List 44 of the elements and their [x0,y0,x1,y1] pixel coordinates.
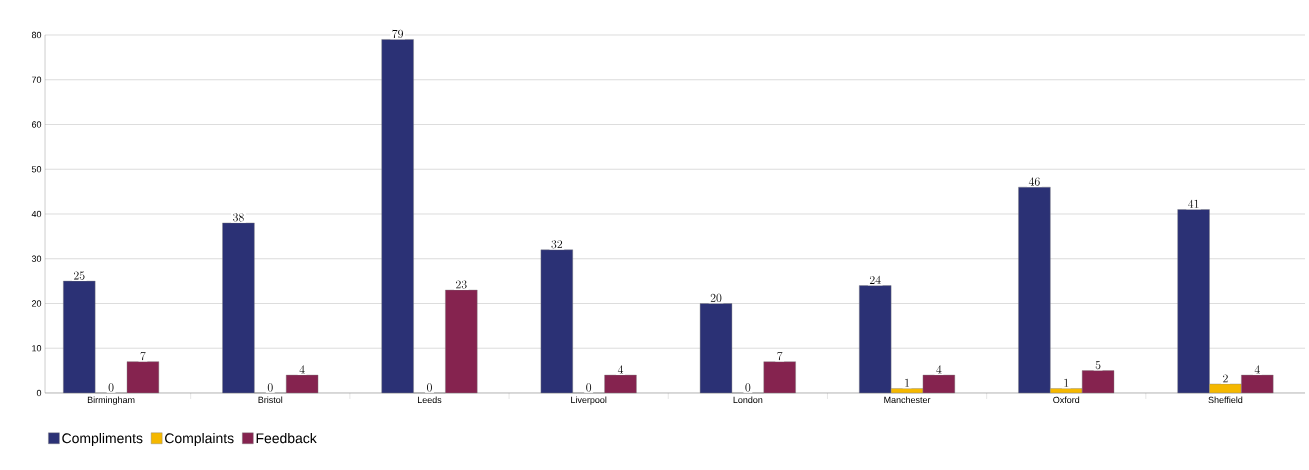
legend-label: Compliments [62,432,143,446]
data-label: 20 [710,293,722,303]
data-label: 7 [777,351,783,361]
x-tick-label: Liverpool [571,396,607,405]
y-tick-label: 70 [31,76,42,83]
x-tick-label: Bristol [258,396,283,404]
x-tick-label: Sheffield [1208,396,1243,404]
x-tick-label: Manchester [884,396,931,404]
data-label: 1 [1064,378,1069,387]
data-label: 38 [233,213,244,222]
data-label: 46 [1028,177,1040,186]
y-tick-label: 20 [31,300,42,307]
data-label: 1 [905,378,910,387]
y-tick-label: 80 [31,31,42,39]
x-tick-label: Oxford [1053,396,1080,404]
data-label: 0 [267,383,273,392]
legend-label: Complaints [165,432,234,446]
data-label: 4 [1254,365,1260,374]
data-label: 24 [869,275,881,284]
data-label: 25 [73,271,85,280]
x-tick-label: Leeds [417,396,442,404]
data-label: 2 [1223,374,1228,383]
data-label: 4 [617,365,624,374]
y-tick-label: 30 [31,255,42,262]
data-label: 0 [108,383,114,392]
data-label: 79 [392,29,403,39]
data-label: 0 [586,383,592,392]
data-label: 5 [1095,360,1101,370]
y-tick-label: 50 [31,166,42,173]
x-tick-label: Birmingham [87,396,135,405]
y-tick-label: 40 [31,210,42,218]
data-label: 0 [745,383,751,392]
legend-label: Feedback [256,432,317,444]
data-label: 0 [427,383,432,392]
data-label: 4 [299,365,305,374]
data-label: 7 [140,351,146,361]
y-tick-label: 0 [36,389,42,397]
data-label: 23 [456,280,467,289]
data-label: 41 [1188,199,1199,208]
y-tick-label: 60 [31,121,42,128]
y-tick-label: 10 [32,345,42,352]
data-label: 32 [551,240,563,249]
x-tick-label: London [733,396,763,404]
data-label: 4 [936,365,942,374]
